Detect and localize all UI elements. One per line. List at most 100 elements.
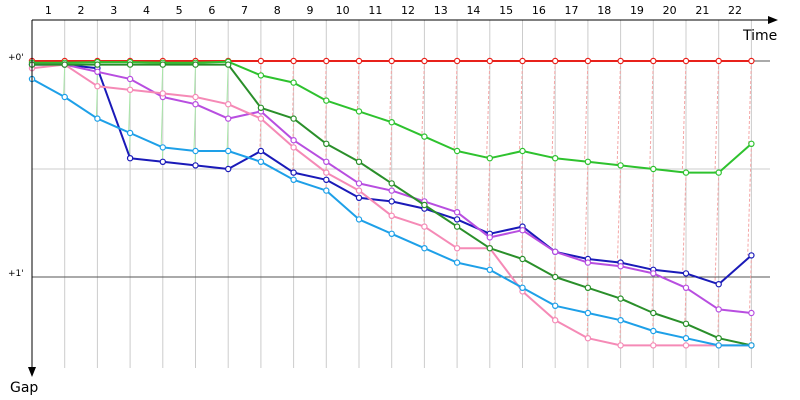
data-point <box>682 342 690 349</box>
data-point <box>323 97 330 104</box>
data-point <box>682 320 690 327</box>
lap-connector <box>226 64 229 105</box>
data-point <box>290 79 297 86</box>
x-axis-title: Time <box>742 28 777 44</box>
data-point <box>126 61 134 68</box>
data-point <box>257 147 265 155</box>
data-point <box>421 201 428 209</box>
data-point <box>94 68 101 76</box>
lap-connector <box>616 165 622 263</box>
data-point <box>748 309 755 317</box>
data-point <box>355 194 363 201</box>
lap-connector <box>421 136 425 202</box>
lap-connector <box>619 298 622 321</box>
data-point <box>290 115 297 122</box>
x-tick-label: 6 <box>208 4 215 17</box>
lap-connector <box>551 158 556 252</box>
data-point <box>715 281 722 288</box>
data-point <box>290 136 297 144</box>
data-point <box>519 57 526 65</box>
data-point <box>453 216 461 223</box>
data-point <box>61 61 68 68</box>
x-tick-label: 13 <box>434 4 448 17</box>
data-point <box>388 57 395 65</box>
data-point <box>486 57 493 65</box>
lap-connector <box>684 287 687 324</box>
data-point <box>682 270 690 277</box>
lap-connector <box>616 60 622 166</box>
lap-connector <box>651 273 654 314</box>
lap-connector <box>619 266 622 299</box>
data-point <box>748 342 755 349</box>
lap-connector <box>748 60 752 144</box>
data-point <box>290 176 297 183</box>
data-point <box>388 187 395 194</box>
data-point <box>682 335 690 342</box>
lap-connector <box>455 226 458 249</box>
data-point <box>94 61 101 68</box>
lap-connector <box>649 168 654 270</box>
data-point <box>617 263 624 270</box>
data-point <box>421 133 428 140</box>
data-point <box>126 75 134 83</box>
data-point <box>355 108 363 115</box>
data-point <box>159 158 166 165</box>
x-tick-label: 21 <box>695 4 709 17</box>
data-point <box>290 57 297 65</box>
data-point <box>61 93 68 101</box>
data-point <box>323 176 330 183</box>
data-point <box>519 226 526 234</box>
data-point <box>290 169 297 176</box>
data-point <box>584 284 592 291</box>
data-point <box>453 57 461 65</box>
lap-connector <box>193 104 196 152</box>
data-point <box>192 61 199 68</box>
lap-connector <box>486 158 491 234</box>
data-point <box>388 230 395 237</box>
lap-connector <box>292 60 295 83</box>
lap-connector <box>128 89 131 134</box>
x-tick-label: 8 <box>274 4 281 17</box>
lap-connector <box>421 60 425 137</box>
data-point <box>584 57 592 65</box>
data-point <box>388 118 395 126</box>
lap-connector <box>454 150 458 213</box>
lap-connector <box>586 312 589 339</box>
x-tick-label: 1 <box>45 4 52 17</box>
data-point <box>388 198 395 205</box>
y-axis-arrow-icon <box>28 367 36 377</box>
data-point <box>552 57 559 65</box>
data-point <box>453 223 461 230</box>
lap-connector <box>586 262 589 288</box>
lap-connector <box>259 75 262 108</box>
lap-connector <box>486 60 491 159</box>
data-point <box>453 208 461 216</box>
data-point <box>617 342 624 349</box>
lap-connector <box>453 60 458 152</box>
data-point <box>748 57 755 65</box>
data-point <box>94 115 101 122</box>
data-point <box>584 158 592 165</box>
lap-connector <box>292 118 295 141</box>
data-point <box>748 252 755 259</box>
lap-connector <box>389 60 393 123</box>
data-point <box>519 147 526 155</box>
lap-connector <box>356 111 360 162</box>
data-point <box>584 309 592 317</box>
data-point <box>323 57 330 65</box>
data-point <box>355 187 363 194</box>
lap-connector <box>193 64 196 98</box>
data-point <box>552 302 559 309</box>
data-point <box>224 61 232 68</box>
data-point <box>552 273 559 281</box>
data-point <box>715 57 722 65</box>
data-point <box>584 259 592 266</box>
lap-connector <box>95 86 98 119</box>
lap-connector <box>619 320 622 346</box>
data-point <box>617 317 624 324</box>
data-point <box>192 147 199 155</box>
data-point <box>257 72 265 79</box>
data-point <box>453 147 461 155</box>
data-point <box>486 154 493 162</box>
data-point <box>257 104 265 112</box>
